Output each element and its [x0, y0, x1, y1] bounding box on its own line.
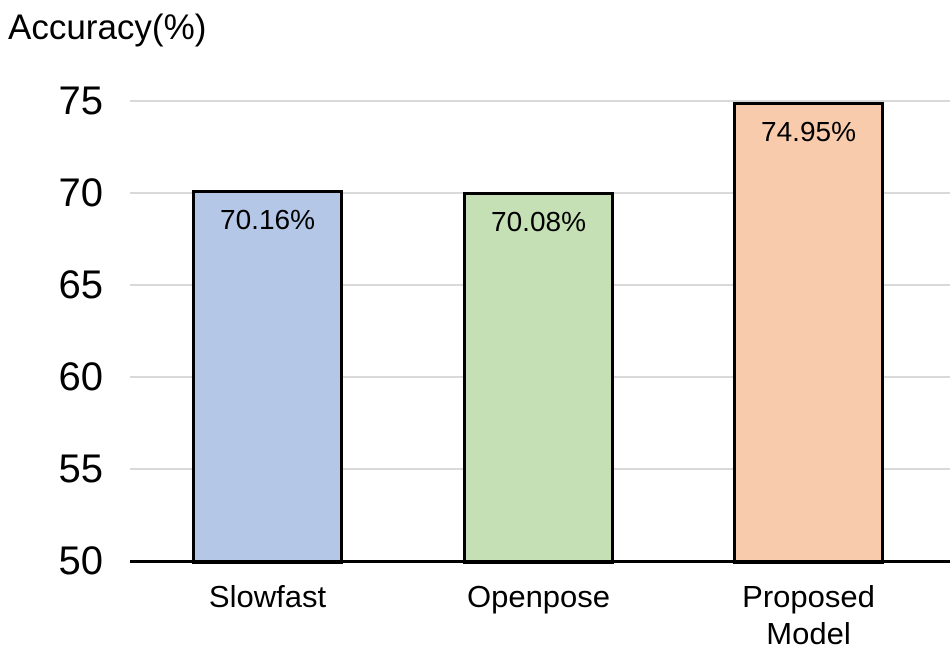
- x-axis-line: [130, 560, 950, 563]
- y-tick-label: 70: [58, 171, 104, 215]
- x-category-label-openpose: Openpose: [466, 579, 611, 614]
- bar-openpose: 70.08%: [463, 191, 614, 564]
- x-category-label-proposed-model: Proposed Model: [742, 579, 875, 651]
- bar-value-label: 74.95%: [761, 115, 856, 147]
- y-tick-label: 65: [58, 263, 104, 307]
- bar-slowfast: 70.16%: [192, 190, 343, 564]
- gridline: [130, 100, 950, 102]
- y-tick-label: 50: [58, 539, 104, 583]
- y-tick-label: 55: [58, 447, 104, 491]
- y-axis-title: Accuracy(%): [8, 8, 207, 47]
- bar-value-label: 70.08%: [491, 205, 586, 237]
- bar-proposed-model: 74.95%: [733, 101, 884, 564]
- bar-value-label: 70.16%: [220, 204, 315, 236]
- x-category-label-slowfast: Slowfast: [208, 579, 327, 614]
- y-tick-label: 75: [58, 79, 104, 123]
- y-tick-label: 60: [58, 355, 104, 399]
